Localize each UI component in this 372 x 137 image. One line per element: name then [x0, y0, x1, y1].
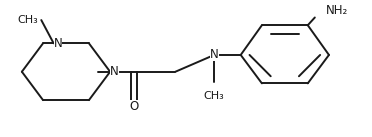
Text: O: O: [129, 100, 138, 113]
Text: NH₂: NH₂: [326, 5, 348, 18]
Text: CH₃: CH₃: [204, 91, 225, 101]
Text: CH₃: CH₃: [17, 15, 38, 25]
Text: N: N: [110, 65, 119, 78]
Text: N: N: [210, 48, 219, 61]
Text: N: N: [54, 37, 62, 50]
